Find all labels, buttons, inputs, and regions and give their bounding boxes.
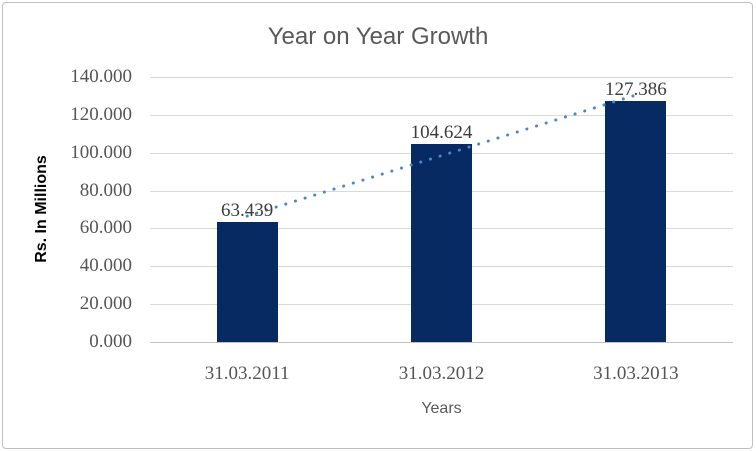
x-tick-label: 31.03.2011	[204, 363, 290, 384]
data-label: 104.624	[410, 121, 473, 143]
y-tick-label: 40.000	[79, 255, 132, 277]
gridline	[150, 77, 733, 78]
y-tick-label: 60.000	[79, 217, 132, 239]
bar-31.03.2013	[605, 100, 667, 342]
data-label: 63.439	[221, 199, 274, 221]
y-tick-label: 100.000	[70, 141, 132, 163]
bar-31.03.2011	[216, 221, 278, 342]
y-tick-label: 20.000	[79, 293, 132, 315]
y-tick-label: 80.000	[79, 179, 132, 201]
x-tick-label: 31.03.2013	[593, 363, 679, 384]
bar-31.03.2012	[411, 143, 472, 342]
trendline-dotted	[245, 93, 638, 218]
gridline	[150, 114, 733, 116]
y-tick-label: 120.000	[70, 103, 132, 125]
plot-area	[150, 77, 733, 343]
x-tick-label: 31.03.2012	[398, 363, 485, 384]
chart-title: Year on Year Growth	[267, 23, 489, 50]
x-axis-title: Years	[421, 400, 462, 417]
data-label: 127.386	[604, 78, 667, 100]
x-axis-line	[150, 342, 733, 343]
y-tick-label: 0.000	[89, 331, 132, 352]
y-axis-title: Rs. In Millions	[33, 155, 50, 263]
y-tick-label: 140.000	[70, 66, 132, 87]
